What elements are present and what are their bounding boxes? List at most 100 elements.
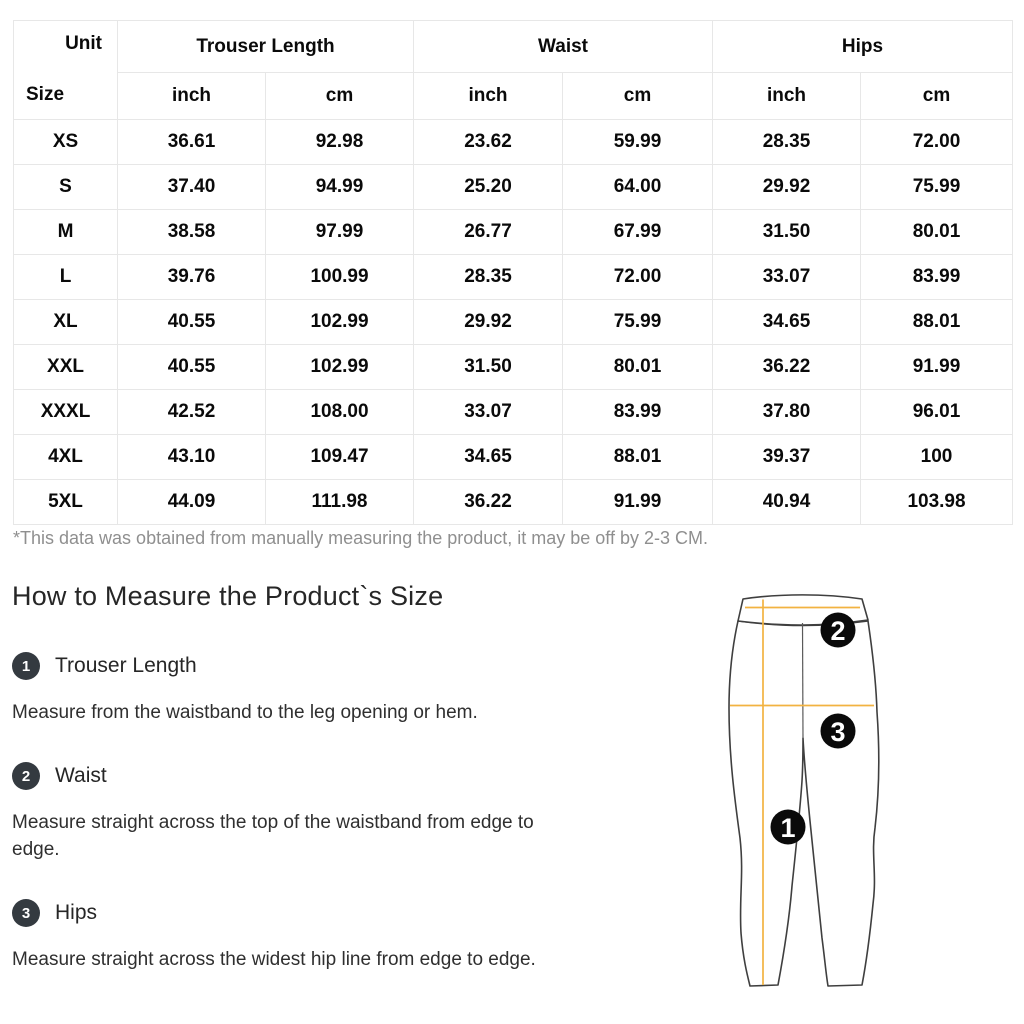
measurement-cell: 39.76: [117, 254, 266, 300]
measurement-cell: 29.92: [712, 164, 862, 210]
measurement-disclaimer-note: *This data was obtained from manually me…: [13, 528, 709, 548]
size-table-head-rows: Unit Size Trouser Length Waist Hips inch…: [13, 20, 1014, 120]
unit-header-cm: cm: [562, 72, 714, 120]
size-table-row: XXXL 42.52 108.00 33.07 83.99 37.80 96.01: [13, 389, 1014, 435]
unit-header-inch: inch: [712, 72, 862, 120]
step-1-description: Measure from the waistband to the leg op…: [12, 702, 478, 723]
measurement-cell: 75.99: [562, 299, 714, 345]
measurement-cell: 80.01: [562, 344, 714, 390]
column-group-waist: Waist: [413, 20, 714, 73]
size-cell: XL: [13, 299, 118, 345]
measurement-cell: 80.01: [860, 209, 1014, 255]
measurement-cell: 40.55: [117, 299, 266, 345]
measurement-cell: 36.22: [413, 479, 564, 525]
measurement-cell: 88.01: [562, 434, 714, 480]
measurement-cell: 94.99: [264, 164, 415, 210]
step-3-description: Measure straight across the widest hip l…: [12, 949, 536, 970]
measurement-cell: 102.99: [264, 299, 415, 345]
measurement-cell: 91.99: [562, 479, 714, 525]
size-table-row: M 38.58 97.99 26.77 67.99 31.50 80.01: [13, 209, 1014, 255]
measurement-cell: 36.22: [712, 344, 862, 390]
measurement-cell: 38.58: [117, 209, 266, 255]
step-2-label: Waist: [55, 764, 107, 787]
section-title: How to Measure the Product`s Size: [12, 581, 444, 611]
size-cell: XXL: [13, 344, 118, 390]
measurement-cell: 44.09: [117, 479, 266, 525]
marker-1: 1: [770, 809, 806, 845]
measurement-cell: 91.99: [860, 344, 1014, 390]
step-3-badge: 3: [12, 899, 40, 927]
measurement-cell: 67.99: [562, 209, 714, 255]
measurement-cell: 72.00: [562, 254, 714, 300]
measurement-cell: 36.61: [117, 119, 266, 165]
measurement-cell: 40.94: [712, 479, 862, 525]
measurement-cell: 102.99: [264, 344, 415, 390]
measurement-cell: 92.98: [264, 119, 415, 165]
size-table-row: 4XL 43.10 109.47 34.65 88.01 39.37 100: [13, 434, 1014, 480]
size-table-row: L 39.76 100.99 28.35 72.00 33.07 83.99: [13, 254, 1014, 300]
measurement-cell: 83.99: [562, 389, 714, 435]
step-hips: 3 Hips: [12, 899, 652, 927]
measurement-cell: 31.50: [413, 344, 564, 390]
measurement-cell: 72.00: [860, 119, 1014, 165]
marker-1-number: 1: [780, 813, 795, 843]
unit-header-cm: cm: [860, 72, 1014, 120]
measurement-cell: 83.99: [860, 254, 1014, 300]
measurement-cell: 88.01: [860, 299, 1014, 345]
step-trouser-length: 1 Trouser Length: [12, 652, 652, 680]
size-table-row: XL 40.55 102.99 29.92 75.99 34.65 88.01: [13, 299, 1014, 345]
measurement-cell: 34.65: [712, 299, 862, 345]
measurement-cell: 43.10: [117, 434, 266, 480]
size-cell: S: [13, 164, 118, 210]
column-group-trouser-length: Trouser Length: [116, 20, 415, 73]
measurement-cell: 109.47: [264, 434, 415, 480]
center-seam-line: [801, 622, 804, 739]
size-table: Unit Size Trouser Length Waist Hips inch…: [13, 20, 1014, 525]
measurement-cell: 39.37: [712, 434, 862, 480]
measurement-cell: 31.50: [712, 209, 862, 255]
measurement-cell: 29.92: [413, 299, 564, 345]
size-chart: Unit Size Trouser Length Waist Hips inch…: [13, 20, 1014, 525]
column-group-hips: Hips: [712, 20, 1014, 73]
measurement-cell: 33.07: [413, 389, 564, 435]
step-1-label: Trouser Length: [55, 654, 197, 677]
measurement-cell: 23.62: [413, 119, 564, 165]
marker-2: 2: [820, 612, 856, 648]
corner-unit-label: Unit: [65, 33, 102, 54]
measurement-cell: 26.77: [413, 209, 564, 255]
size-cell: XXXL: [13, 389, 118, 435]
step-1-badge: 1: [12, 652, 40, 680]
size-cell: L: [13, 254, 118, 300]
measurement-cell: 97.99: [264, 209, 415, 255]
measurement-cell: 111.98: [264, 479, 415, 525]
leggings-illustration-svg: 2 3 1: [728, 594, 880, 987]
step-2-badge: 2: [12, 762, 40, 790]
size-cell: 5XL: [13, 479, 118, 525]
unit-header-inch: inch: [413, 72, 564, 120]
step-waist: 2 Waist: [12, 762, 652, 790]
step-3-label: Hips: [55, 901, 98, 924]
size-cell: 4XL: [13, 434, 118, 480]
measurement-cell: 37.80: [712, 389, 862, 435]
size-table-row: XS 36.61 92.98 23.62 59.99 28.35 72.00: [13, 119, 1014, 165]
measurement-cell: 34.65: [413, 434, 564, 480]
measurement-cell: 64.00: [562, 164, 714, 210]
leggings-measurement-diagram: 2 3 1: [690, 586, 990, 1016]
unit-header-inch: inch: [117, 72, 266, 120]
measurement-cell: 108.00: [264, 389, 415, 435]
unit-header-cm: cm: [264, 72, 415, 120]
measurement-cell: 28.35: [712, 119, 862, 165]
measurement-cell: 42.52: [117, 389, 266, 435]
size-cell: XS: [13, 119, 118, 165]
size-table-row: XXL 40.55 102.99 31.50 80.01 36.22 91.99: [13, 344, 1014, 390]
measurement-cell: 25.20: [413, 164, 564, 210]
table-group-header-row: Unit Size Trouser Length Waist Hips: [13, 20, 1014, 120]
size-table-body: XS 36.61 92.98 23.62 59.99 28.35 72.00 S 37.40 94…: [13, 119, 1014, 525]
measurement-cell: 37.40: [117, 164, 266, 210]
corner-size-label: Size: [26, 84, 65, 105]
marker-2-number: 2: [830, 616, 845, 646]
measurement-cell: 103.98: [860, 479, 1014, 525]
how-to-measure-section: How to Measure the Product`s Size 1 Trou…: [12, 581, 652, 973]
measurement-cell: 33.07: [712, 254, 862, 300]
table-unit-header-row: inch cm inch cm inch cm: [14, 72, 1014, 120]
